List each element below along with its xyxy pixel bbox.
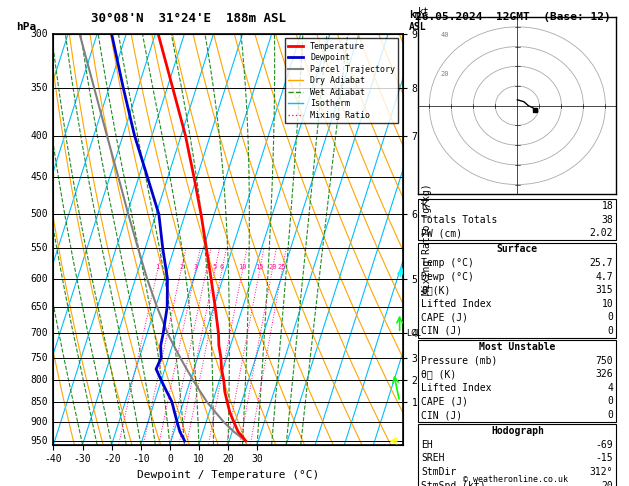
- Text: Hodograph: Hodograph: [491, 426, 544, 436]
- Text: θᴇ (K): θᴇ (K): [421, 369, 457, 379]
- Text: 25.7: 25.7: [590, 258, 613, 268]
- Text: Dewp (°C): Dewp (°C): [421, 272, 474, 281]
- Text: 30°08'N  31°24'E  188m ASL: 30°08'N 31°24'E 188m ASL: [91, 12, 286, 25]
- Text: 20: 20: [601, 481, 613, 486]
- Text: 550: 550: [31, 243, 48, 253]
- Text: Lifted Index: Lifted Index: [421, 299, 492, 309]
- Text: 4: 4: [204, 264, 209, 270]
- Text: 2: 2: [179, 264, 183, 270]
- Text: 6: 6: [220, 264, 224, 270]
- Text: 315: 315: [596, 285, 613, 295]
- Text: 10: 10: [601, 299, 613, 309]
- Text: 0: 0: [608, 312, 613, 322]
- Y-axis label: Mixing Ratio (g/kg): Mixing Ratio (g/kg): [421, 184, 431, 295]
- Text: 500: 500: [31, 209, 48, 219]
- Text: 26.05.2024  12GMT  (Base: 12): 26.05.2024 12GMT (Base: 12): [415, 12, 611, 22]
- Text: 3: 3: [194, 264, 198, 270]
- Text: 1: 1: [155, 264, 160, 270]
- Text: 850: 850: [31, 397, 48, 407]
- Text: 10: 10: [238, 264, 247, 270]
- Text: 25: 25: [278, 264, 286, 270]
- Text: 900: 900: [31, 417, 48, 427]
- Text: -15: -15: [596, 453, 613, 463]
- Text: CIN (J): CIN (J): [421, 326, 462, 336]
- Text: kt: kt: [418, 7, 430, 17]
- Text: 20: 20: [268, 264, 277, 270]
- Text: 4.7: 4.7: [596, 272, 613, 281]
- X-axis label: Dewpoint / Temperature (°C): Dewpoint / Temperature (°C): [137, 470, 319, 480]
- Text: CIN (J): CIN (J): [421, 410, 462, 420]
- Text: StmDir: StmDir: [421, 467, 457, 477]
- Text: 15: 15: [255, 264, 264, 270]
- Text: 750: 750: [596, 356, 613, 365]
- Text: 400: 400: [31, 131, 48, 140]
- Text: 20: 20: [440, 71, 449, 77]
- Text: 0: 0: [608, 410, 613, 420]
- Text: Surface: Surface: [497, 244, 538, 254]
- Text: 18: 18: [601, 201, 613, 211]
- Text: 350: 350: [31, 84, 48, 93]
- Text: 300: 300: [31, 29, 48, 39]
- Text: Most Unstable: Most Unstable: [479, 342, 555, 352]
- Text: θᴇ(K): θᴇ(K): [421, 285, 451, 295]
- Text: Pressure (mb): Pressure (mb): [421, 356, 498, 365]
- Text: Totals Totals: Totals Totals: [421, 215, 498, 225]
- Text: 650: 650: [31, 302, 48, 312]
- Text: km
ASL: km ASL: [409, 10, 426, 32]
- Text: LCL: LCL: [406, 329, 421, 338]
- Text: 0: 0: [608, 326, 613, 336]
- Text: EH: EH: [421, 440, 433, 450]
- Text: 750: 750: [31, 352, 48, 363]
- Text: 326: 326: [596, 369, 613, 379]
- Text: 600: 600: [31, 274, 48, 284]
- Text: 450: 450: [31, 172, 48, 182]
- Text: 2.02: 2.02: [590, 228, 613, 238]
- Legend: Temperature, Dewpoint, Parcel Trajectory, Dry Adiabat, Wet Adiabat, Isotherm, Mi: Temperature, Dewpoint, Parcel Trajectory…: [285, 38, 398, 123]
- Text: CAPE (J): CAPE (J): [421, 312, 469, 322]
- Text: Lifted Index: Lifted Index: [421, 383, 492, 393]
- Text: K: K: [421, 201, 427, 211]
- Text: 40: 40: [440, 32, 449, 38]
- Text: 800: 800: [31, 375, 48, 385]
- Text: SREH: SREH: [421, 453, 445, 463]
- Text: CAPE (J): CAPE (J): [421, 397, 469, 406]
- Text: 4: 4: [608, 383, 613, 393]
- Text: 312°: 312°: [590, 467, 613, 477]
- Text: 700: 700: [31, 328, 48, 338]
- Text: -69: -69: [596, 440, 613, 450]
- Text: 38: 38: [601, 215, 613, 225]
- Text: 0: 0: [608, 397, 613, 406]
- Text: Temp (°C): Temp (°C): [421, 258, 474, 268]
- Text: 950: 950: [31, 436, 48, 446]
- Text: hPa: hPa: [16, 21, 36, 32]
- Text: 5: 5: [213, 264, 217, 270]
- Text: © weatheronline.co.uk: © weatheronline.co.uk: [464, 474, 568, 484]
- Text: StmSpd (kt): StmSpd (kt): [421, 481, 486, 486]
- Text: PW (cm): PW (cm): [421, 228, 462, 238]
